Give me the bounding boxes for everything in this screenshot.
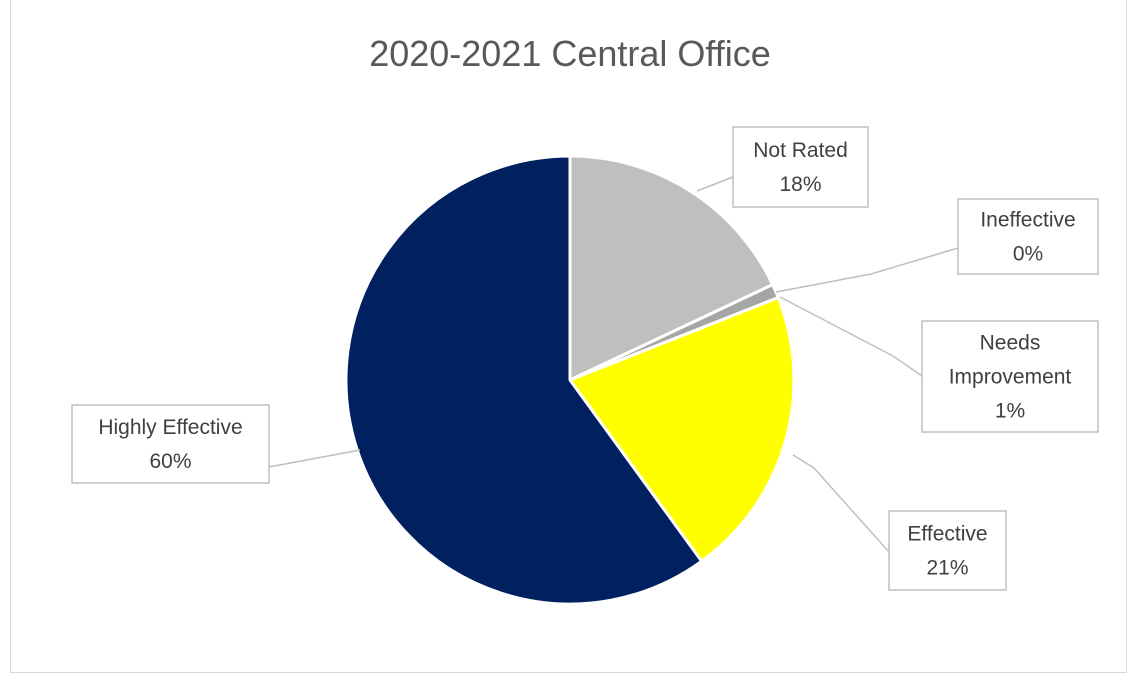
data-label-category: Highly Effective — [98, 416, 242, 439]
callout-box — [888, 510, 1007, 591]
data-label-needs-improvement: Needs Improvement 1% — [779, 296, 1099, 433]
callout-box — [71, 404, 270, 484]
data-label-category: Improvement — [949, 366, 1072, 389]
pie-slice-not-rated — [568, 154, 775, 382]
data-label-category: Effective — [907, 523, 987, 546]
leader-line — [696, 176, 734, 192]
leader-line — [792, 454, 890, 553]
callout-box — [732, 126, 869, 208]
data-label-category: Needs — [980, 332, 1041, 355]
chart-title: 2020-2021 Central Office — [369, 33, 771, 74]
callout-box — [921, 320, 1099, 433]
data-labels: Not Rated 18% Ineffective 0% Needs Improvemen… — [71, 126, 1099, 591]
data-label-value: 0% — [1013, 243, 1043, 266]
callout-box — [957, 198, 1099, 275]
data-label-value: 1% — [995, 400, 1025, 423]
data-label-value: 21% — [926, 557, 968, 580]
data-label-value: 60% — [149, 450, 191, 473]
leader-line — [779, 296, 923, 377]
data-label-value: 18% — [779, 173, 821, 196]
pie-slice-highly-effective — [344, 154, 704, 606]
data-label-category: Ineffective — [980, 209, 1075, 232]
data-label-category: Not Rated — [753, 139, 848, 162]
pie-slice-effective — [568, 296, 796, 563]
data-label-ineffective: Ineffective 0% — [775, 198, 1099, 293]
data-label-effective: Effective 21% — [792, 454, 1007, 591]
pie-slices — [344, 154, 796, 606]
leader-line — [268, 449, 361, 468]
data-label-highly-effective: Highly Effective 60% — [71, 404, 361, 484]
data-label-not-rated: Not Rated 18% — [696, 126, 869, 208]
leader-line — [775, 247, 959, 293]
